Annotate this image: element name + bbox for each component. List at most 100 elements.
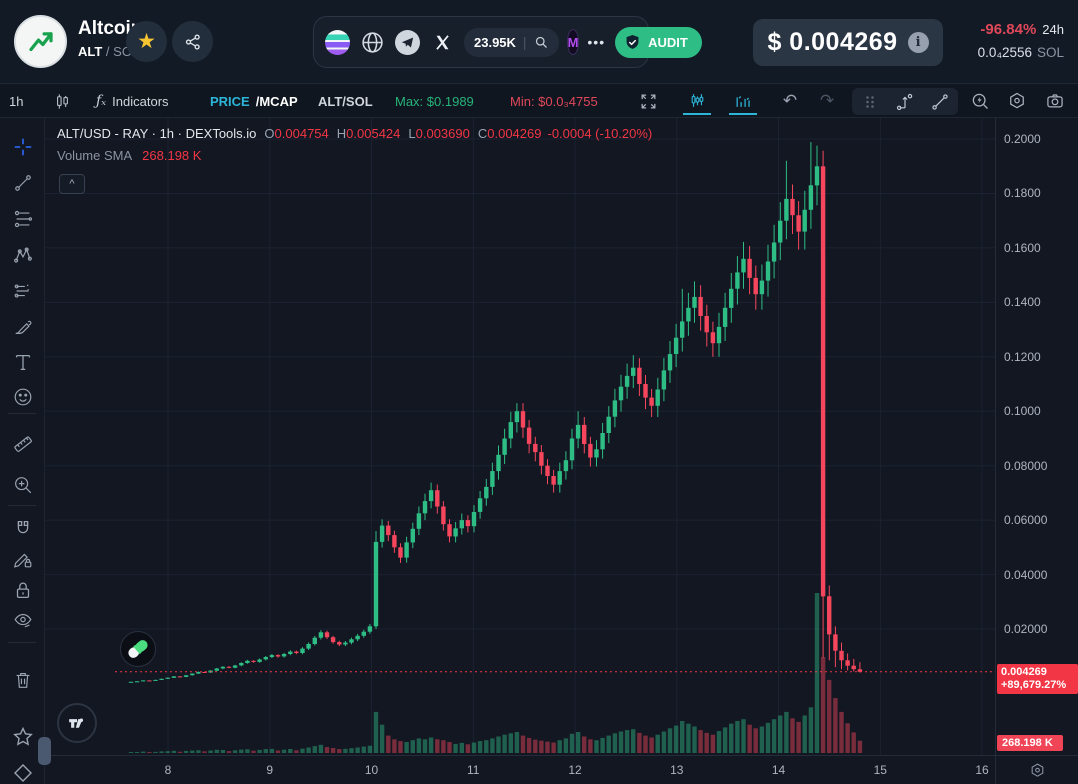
open-value: 0.004754	[274, 126, 329, 141]
holders-search[interactable]: 23.95K |	[464, 27, 559, 57]
lock-all-drawings-tool[interactable]	[9, 576, 36, 603]
m-platform-icon[interactable]: M	[566, 29, 580, 55]
crosshair-tool[interactable]	[9, 133, 36, 160]
time-tick-label: 8	[164, 763, 172, 777]
trend-line-draw-tool[interactable]	[9, 169, 36, 196]
token-logo	[14, 15, 67, 68]
candles-icon	[691, 93, 703, 107]
telegram-link[interactable]	[394, 29, 421, 56]
price-range-tool[interactable]	[890, 88, 920, 115]
drawing-mode-lock-tool[interactable]	[9, 545, 36, 572]
divider: |	[522, 34, 527, 50]
volume-legend: Volume SMA 268.198 K	[57, 148, 201, 163]
settings-button[interactable]	[1003, 87, 1031, 115]
text-tool[interactable]	[9, 348, 36, 375]
bars-chart-toggle[interactable]	[729, 87, 757, 115]
trend-arrow-icon	[28, 31, 53, 51]
pair-header: Altcoin ALT / SOL ★	[0, 0, 1078, 84]
candlestick-chart	[45, 118, 995, 755]
favorite-button[interactable]: ★	[126, 21, 167, 62]
rail-divider	[8, 413, 36, 414]
ruler-tool[interactable]	[9, 430, 36, 457]
solana-link-icon[interactable]	[324, 29, 351, 56]
timeframe-button[interactable]: 1h	[9, 93, 24, 109]
tradingview-logo[interactable]	[57, 703, 97, 743]
time-tick-label: 16	[975, 763, 989, 777]
search-icon	[535, 36, 547, 48]
bars-icon	[736, 95, 750, 107]
zoom-in-tool[interactable]	[9, 471, 36, 498]
price-tick-label: 0.04000	[1004, 567, 1048, 582]
axis-settings-icon[interactable]	[1029, 762, 1046, 779]
chart-plot-area[interactable]: ALT/USD - RAY · 1h · DEXTools.io O0.00475…	[45, 118, 995, 755]
audit-label: AUDIT	[648, 34, 688, 50]
redo-icon: ↷	[819, 91, 835, 110]
flash-search-icon	[972, 93, 988, 109]
price-tick-label: 0.02000	[1004, 622, 1048, 636]
price-tick-label: 0.2000	[1004, 132, 1041, 147]
pair-separator: /	[102, 44, 114, 59]
current-price-label: 0.004269 +89,679.27%	[997, 663, 1078, 694]
change-value: -0.0004 (-10.20%)	[547, 126, 653, 141]
magnet-tool[interactable]	[9, 515, 36, 542]
base-symbol: ALT	[78, 44, 103, 59]
quick-tools-panel	[852, 88, 958, 115]
more-links-button[interactable]: •••	[587, 34, 606, 50]
hexagon-settings-icon	[1010, 92, 1024, 109]
chart-toolbar: 1h ƒₓ Indicators PRICE/MCAP ALT/SOL Max: …	[0, 85, 1078, 118]
chart-workspace: ALT/USD - RAY · 1h · DEXTools.io O0.00475…	[0, 118, 1078, 784]
favorites-drawings-tool[interactable]	[9, 723, 36, 750]
usd-price-value: $ 0.004269	[767, 28, 898, 56]
projection-tool[interactable]	[9, 277, 36, 304]
brush-tool[interactable]	[9, 313, 36, 340]
change-period: 24h	[1042, 22, 1064, 37]
xabcd-pattern-tool[interactable]	[9, 241, 36, 268]
high-label: H	[336, 126, 347, 141]
token-launch-marker[interactable]	[119, 630, 157, 668]
hide-drawings-tool[interactable]	[9, 606, 36, 633]
mcap-mode: /MCAP	[255, 93, 298, 109]
solana-icon	[325, 29, 350, 55]
price-tick-label: 0.06000	[1004, 513, 1048, 528]
shield-check-icon	[626, 34, 639, 49]
time-axis[interactable]: 8 9 10 11 12 13 14 15 16	[45, 755, 995, 784]
drag-handle[interactable]	[855, 88, 885, 115]
drawing-toolbar	[0, 118, 45, 784]
chart-style-button[interactable]	[48, 87, 76, 115]
fib-retracement-tool[interactable]	[9, 205, 36, 232]
redo-button[interactable]: ↷	[813, 87, 841, 115]
audit-button[interactable]: AUDIT	[615, 26, 702, 58]
website-link[interactable]	[359, 29, 386, 56]
usd-price-display: $ 0.004269 i	[753, 19, 943, 66]
candles-chart-toggle[interactable]	[683, 87, 711, 115]
screenshot-button[interactable]	[1041, 87, 1069, 115]
undo-button[interactable]: ↶	[776, 87, 804, 115]
fullscreen-button[interactable]	[634, 87, 662, 115]
close-value: 0.004269	[487, 126, 542, 141]
emoji-tool[interactable]	[9, 383, 36, 410]
sol-price: 0.0₄2556	[977, 45, 1032, 60]
candlestick-icon	[56, 93, 68, 109]
legend-collapse-button[interactable]: ^	[59, 174, 85, 194]
high-value: 0.005424	[346, 126, 401, 141]
price-mcap-toggle[interactable]: PRICE/MCAP	[210, 94, 298, 109]
share-button[interactable]	[172, 21, 213, 62]
price-axis[interactable]: 0.2000 0.1800 0.1600 0.1400 0.1200 0.1000 0.08…	[995, 118, 1078, 784]
shapes-tool[interactable]	[9, 759, 36, 784]
fx-icon: ƒₓ	[96, 93, 107, 109]
time-tick-label: 13	[670, 763, 684, 777]
price-tick-label: 0.1600	[1004, 240, 1041, 255]
indicators-button[interactable]: ƒₓ Indicators	[96, 93, 169, 109]
trend-line-tool[interactable]	[925, 88, 955, 115]
x-twitter-link[interactable]	[429, 29, 456, 56]
pane-resize-handle[interactable]	[38, 737, 51, 765]
x-icon	[436, 34, 449, 50]
share-icon	[185, 34, 200, 49]
pair-toggle[interactable]: ALT/SOL	[318, 93, 373, 109]
change-24h: -96.84%	[980, 21, 1037, 38]
remove-drawings-tool[interactable]	[9, 666, 36, 693]
globe-icon	[362, 31, 383, 53]
telegram-icon	[395, 29, 420, 55]
flash-scan-button[interactable]	[966, 87, 994, 115]
info-icon[interactable]: i	[907, 32, 929, 53]
